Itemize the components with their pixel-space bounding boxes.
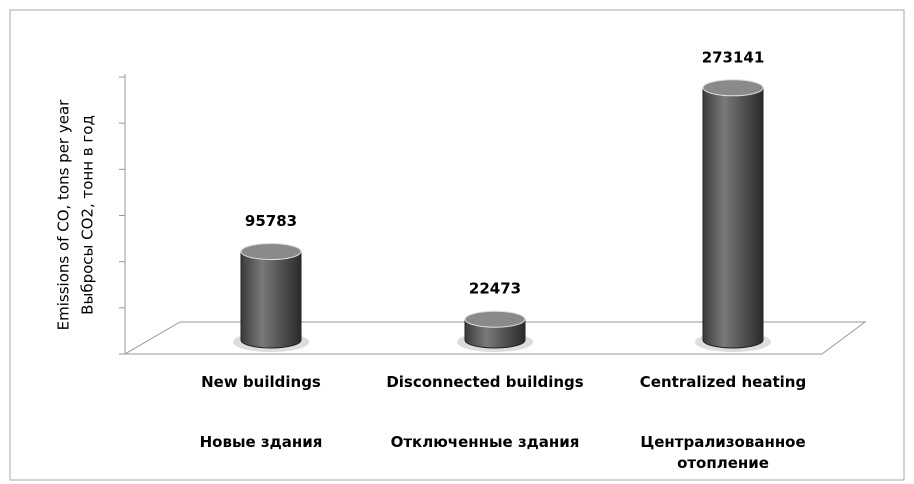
x-tick-label-ru: Отключенные здания: [390, 433, 580, 451]
bar-top: [702, 79, 764, 97]
frame: [9, 9, 905, 481]
x-tick-label: Disconnected buildings: [386, 373, 584, 391]
value-label: 22473: [469, 280, 521, 298]
bar-top: [240, 243, 302, 261]
bar: [240, 251, 302, 349]
x-tick-label: New buildings: [201, 373, 321, 391]
x-tick-label: Centralized heating: [639, 373, 807, 391]
bar: [702, 87, 764, 349]
value-label: 95783: [245, 212, 297, 230]
x-tick-label-ru: Новые здания: [199, 433, 323, 451]
value-label: 273141: [702, 48, 765, 66]
y-axis-title: Emissions of CO, tons per year: [55, 99, 73, 330]
bar-top: [464, 310, 526, 328]
x-tick-label-ru: Централизованное отопление: [640, 433, 806, 472]
y-axis-title: Выбросы CO2, тонн в год: [79, 115, 97, 315]
